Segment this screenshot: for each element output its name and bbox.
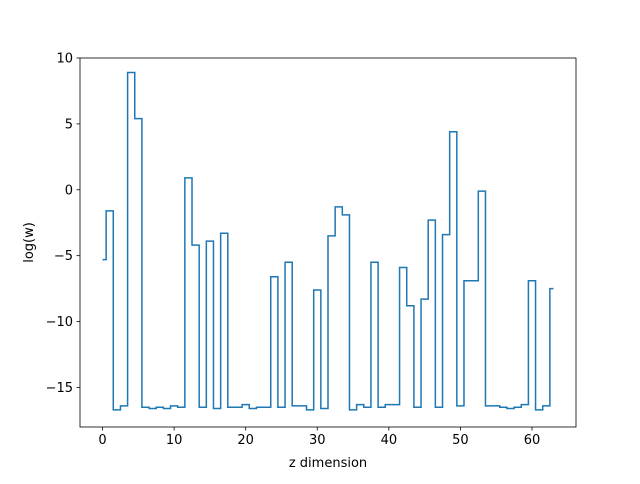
y-tick-label: 0 [65,183,73,198]
x-tick-label: 30 [309,433,326,448]
y-axis-label: log(w) [22,222,37,263]
y-tick-label: 10 [56,52,73,67]
x-tick-label: 20 [237,433,254,448]
y-tick-label: −15 [46,381,73,396]
y-tick-label: −10 [46,315,73,330]
series-line [102,71,554,411]
x-axis: 0 10 20 30 40 50 60 [98,427,540,448]
axes-frame [79,57,577,428]
x-axis-label: z dimension [289,456,367,471]
x-tick-label: 60 [524,433,541,448]
plot-area [102,71,554,411]
x-tick-label: 50 [452,433,469,448]
y-tick-label: 5 [65,117,73,132]
y-axis: 10 5 0 −5 −10 −15 [46,52,80,396]
y-tick-label: −5 [54,249,73,264]
x-tick-label: 10 [166,433,183,448]
x-tick-label: 40 [381,433,398,448]
x-tick-label: 0 [98,433,106,448]
